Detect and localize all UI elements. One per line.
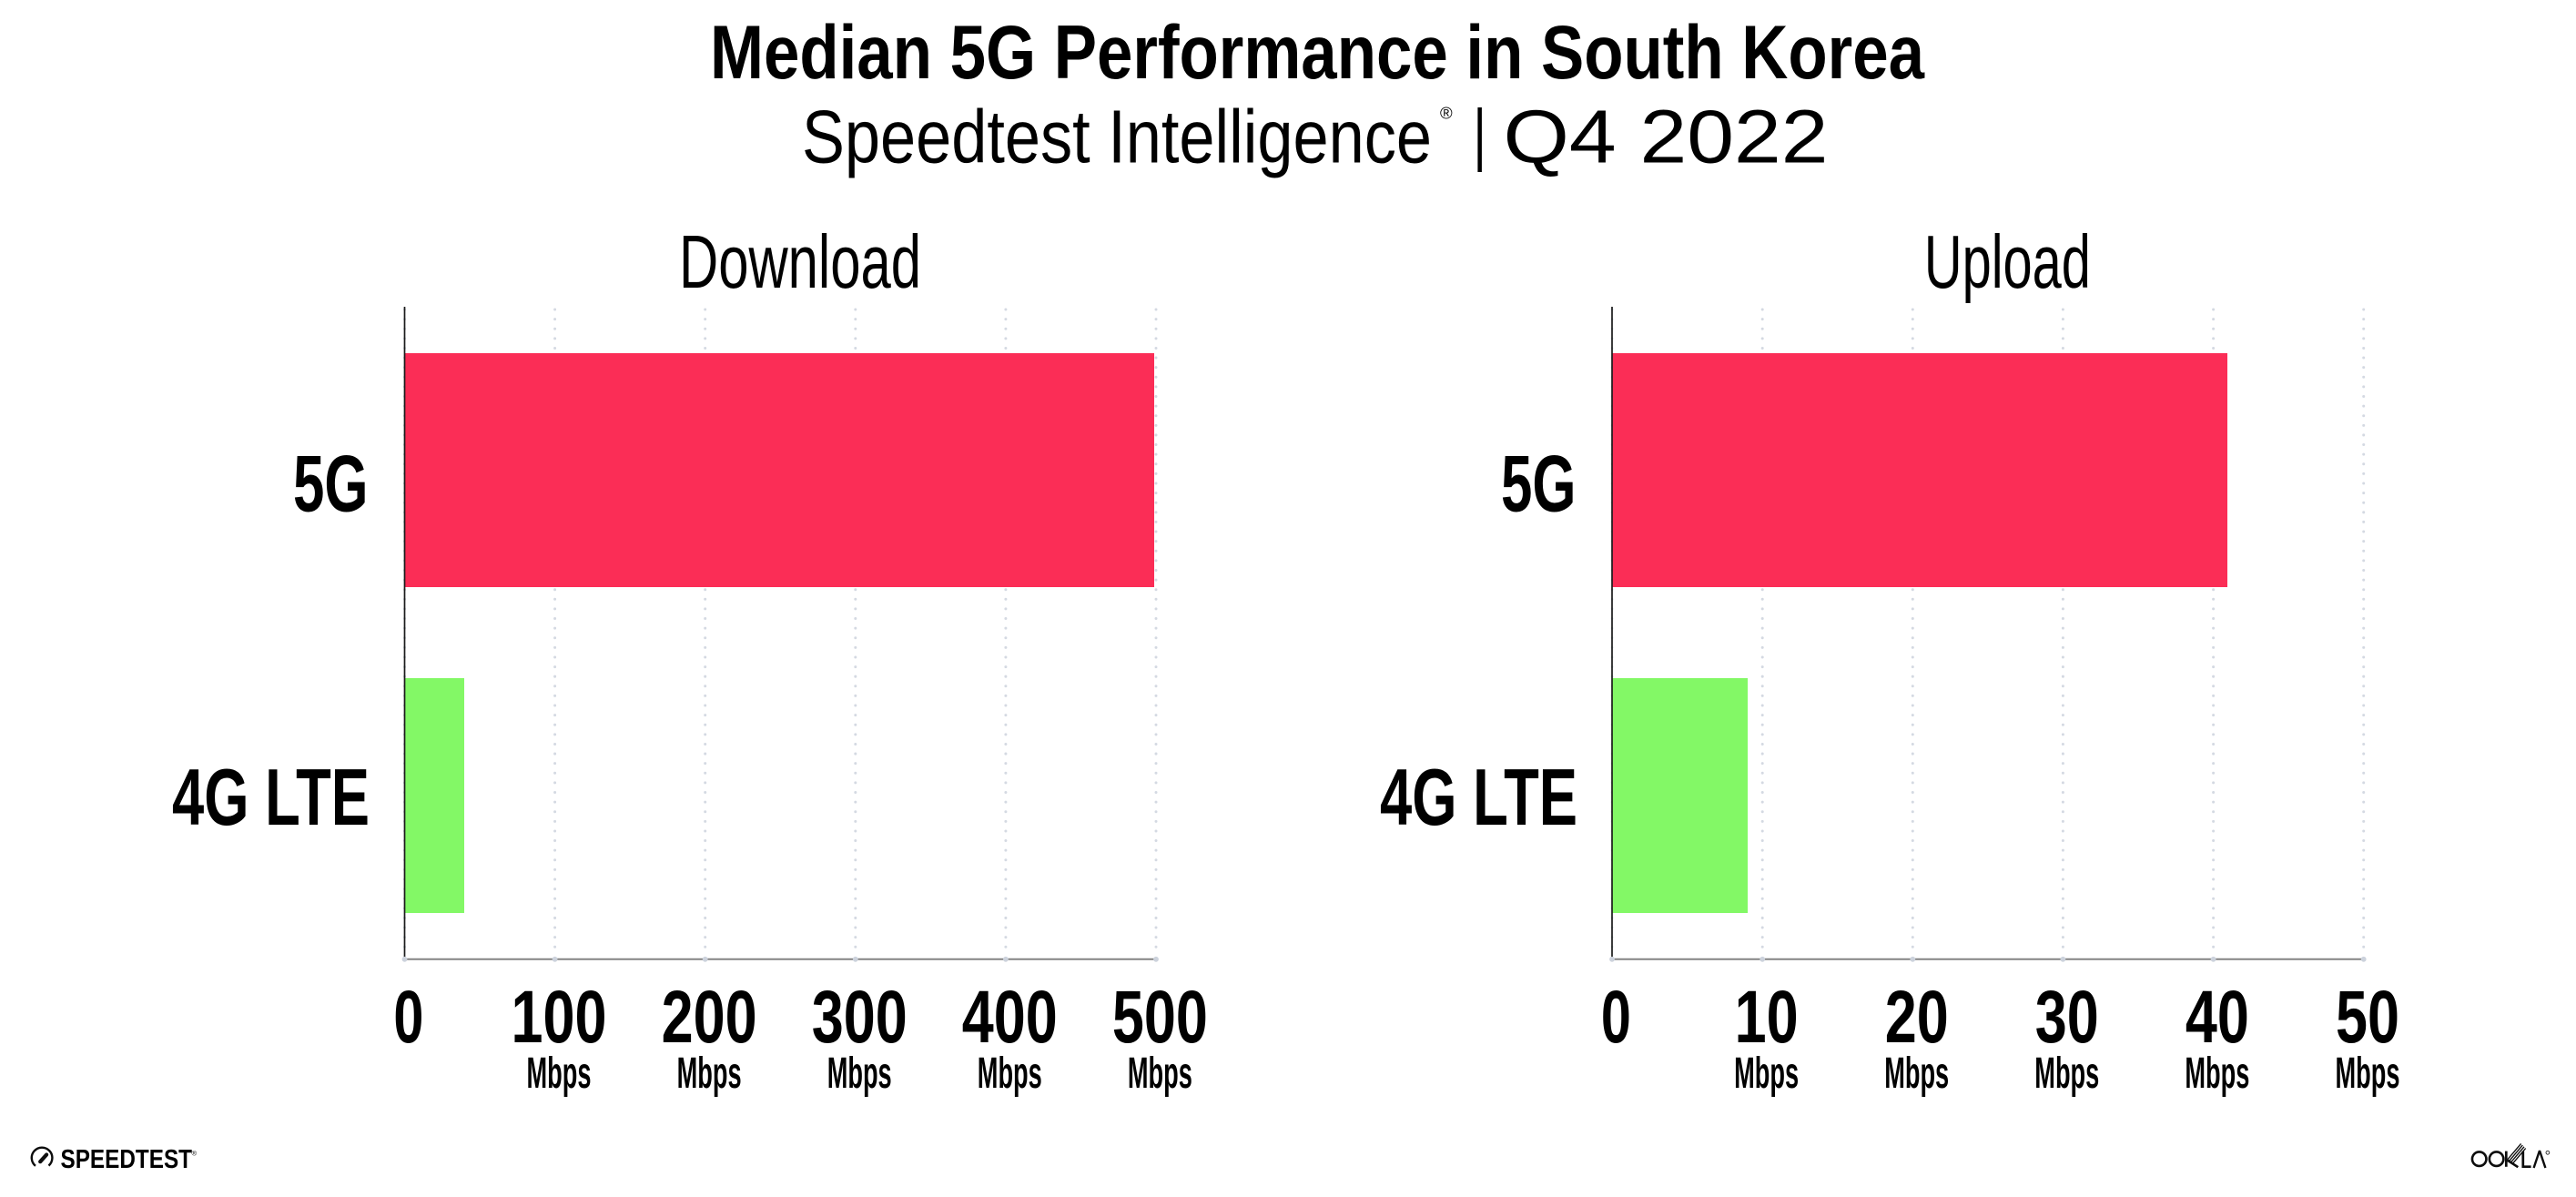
svg-text:Median 5G Performance in South: Median 5G Performance in South Korea: [710, 10, 1925, 95]
svg-text:Mbps: Mbps: [1884, 1049, 1949, 1098]
svg-text:10: 10: [1735, 976, 1799, 1059]
svg-text:Download: Download: [679, 219, 921, 304]
svg-text:400: 400: [962, 976, 1058, 1059]
svg-text:200: 200: [662, 976, 757, 1059]
svg-text:300: 300: [812, 976, 908, 1059]
svg-text:0: 0: [393, 976, 423, 1059]
svg-text:SPEEDTEST: SPEEDTEST: [61, 1145, 193, 1174]
svg-text:®: ®: [1440, 104, 1453, 123]
svg-text:®: ®: [192, 1150, 198, 1158]
svg-text:Mbps: Mbps: [827, 1049, 892, 1098]
svg-text:Upload: Upload: [1924, 219, 2091, 304]
svg-text:5G: 5G: [293, 439, 369, 529]
svg-text:Mbps: Mbps: [677, 1049, 742, 1098]
svg-text:50: 50: [2336, 976, 2399, 1059]
svg-text:0: 0: [1601, 976, 1631, 1059]
svg-text:500: 500: [1112, 976, 1208, 1059]
svg-text:40: 40: [2186, 976, 2249, 1059]
svg-text:Mbps: Mbps: [2185, 1049, 2249, 1098]
svg-text:Mbps: Mbps: [1734, 1049, 1799, 1098]
svg-text:4G LTE: 4G LTE: [172, 752, 370, 842]
svg-text:Mbps: Mbps: [2336, 1049, 2400, 1098]
svg-text:Mbps: Mbps: [978, 1049, 1042, 1098]
svg-text:20: 20: [1885, 976, 1949, 1059]
svg-text:Q4 2022: Q4 2022: [1504, 96, 1829, 179]
svg-text:4G LTE: 4G LTE: [1380, 752, 1577, 842]
svg-text:Mbps: Mbps: [1128, 1049, 1192, 1098]
svg-text:Speedtest Intelligence: Speedtest Intelligence: [802, 96, 1432, 179]
svg-text:Mbps: Mbps: [527, 1049, 592, 1098]
svg-text:30: 30: [2035, 976, 2099, 1059]
svg-text:Mbps: Mbps: [2034, 1049, 2099, 1098]
svg-text:5G: 5G: [1501, 439, 1577, 529]
svg-text:100: 100: [512, 976, 607, 1059]
